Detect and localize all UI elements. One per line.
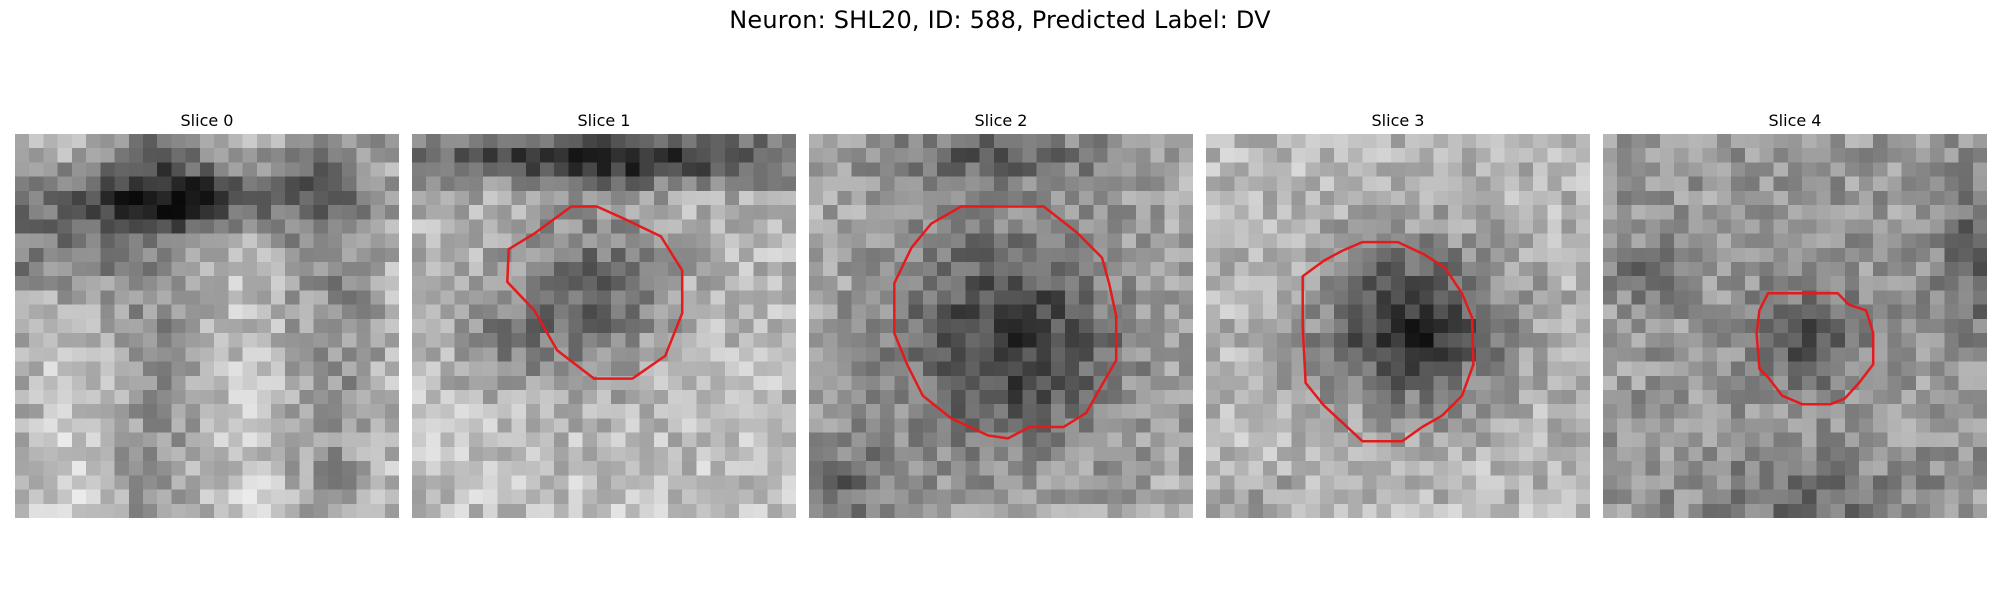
slice-image-1 <box>412 134 796 518</box>
slice-panel-2: Slice 2 <box>809 110 1193 518</box>
slice-image-4 <box>1603 134 1987 518</box>
slice-image-2 <box>809 134 1193 518</box>
cell-contour-outline <box>893 205 1118 440</box>
cell-contour-outline <box>506 205 684 380</box>
slice-title: Slice 1 <box>577 111 631 130</box>
figure-title: Neuron: SHL20, ID: 588, Predicted Label:… <box>729 6 1271 34</box>
slice-title: Slice 2 <box>974 111 1028 130</box>
slice-title: Slice 3 <box>1371 111 1425 130</box>
slice-panel-3: Slice 3 <box>1206 110 1590 518</box>
slice-image-0 <box>15 134 399 518</box>
cell-contour-outline <box>1301 240 1475 443</box>
slice-panel-0: Slice 0 <box>15 110 399 518</box>
slice-panel-1: Slice 1 <box>412 110 796 518</box>
slice-image-3 <box>1206 134 1590 518</box>
cell-contour-outline <box>1755 292 1875 406</box>
slice-panel-4: Slice 4 <box>1603 110 1987 518</box>
slice-title: Slice 4 <box>1768 111 1822 130</box>
slice-title: Slice 0 <box>180 111 234 130</box>
